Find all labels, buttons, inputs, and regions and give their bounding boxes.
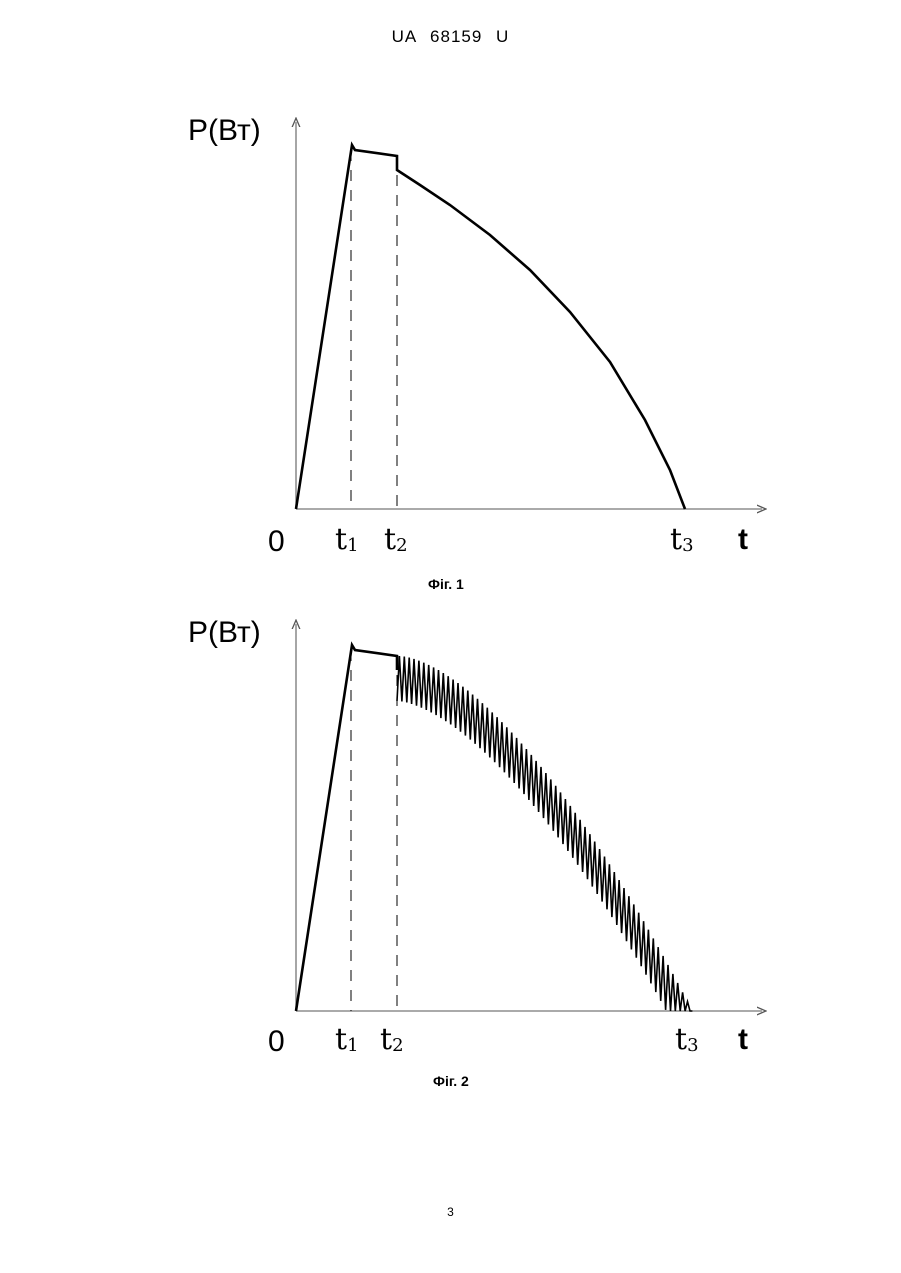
document-header: UA 68159 U — [0, 27, 901, 47]
tick-t3: t3 — [670, 522, 694, 557]
y-axis-label: P(Вт) — [188, 114, 261, 148]
x-axis-label: t — [738, 523, 748, 557]
figure-2-caption: Фіг. 2 — [433, 1073, 469, 1089]
oscillating-power-curve — [397, 656, 692, 1011]
figure-2: P(Вт) 0 t1 t2 t3 t Фіг. 2 — [0, 610, 901, 1095]
tick-t1: t1 — [335, 522, 359, 557]
tick-t3: t3 — [675, 1022, 699, 1057]
figure-1: P(Вт) 0 t1 t2 t3 t Фіг. 1 — [0, 100, 901, 600]
x-axis-label: t — [738, 1023, 748, 1057]
origin-label: 0 — [268, 525, 285, 559]
figure-2-plot — [0, 610, 901, 1095]
y-axis-label: P(Вт) — [188, 616, 261, 650]
tick-t1: t1 — [335, 1022, 359, 1057]
power-curve — [296, 145, 685, 509]
tick-t2: t2 — [380, 1022, 404, 1057]
origin-label: 0 — [268, 1025, 285, 1059]
page-number: 3 — [0, 1205, 901, 1219]
figure-1-plot — [0, 100, 901, 600]
figure-1-caption: Фіг. 1 — [428, 576, 464, 592]
tick-t2: t2 — [384, 522, 408, 557]
power-curve-start — [296, 645, 397, 1011]
